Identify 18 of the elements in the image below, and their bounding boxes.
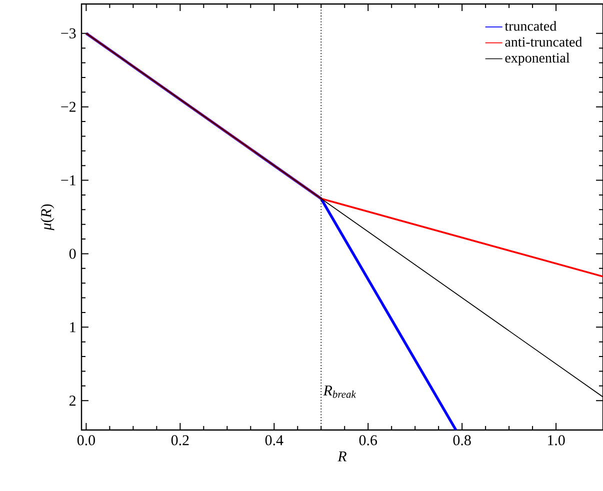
legend-label: exponential xyxy=(505,52,570,66)
x-tick-label: 0.2 xyxy=(171,435,189,446)
x-tick-label: 1.0 xyxy=(548,435,565,446)
y-tick-label: 0 xyxy=(69,248,76,259)
x-axis-title: R xyxy=(338,452,347,462)
legend-label: anti-truncated xyxy=(505,36,582,47)
y-tick-label: −2 xyxy=(61,102,76,112)
x-tick-label: 0.8 xyxy=(453,435,471,446)
ref-line-label: R$_{break}$ xyxy=(323,386,356,398)
y-tick-label: −1 xyxy=(61,175,76,186)
y-tick-label: 1 xyxy=(70,322,76,332)
y-tick-label: −3 xyxy=(61,28,76,38)
x-tick-label: 0.6 xyxy=(359,435,377,446)
x-tick-label: 0.4 xyxy=(265,435,284,446)
x-tick-label: 0.0 xyxy=(77,435,95,446)
y-axis-title: μ(R) xyxy=(40,204,54,230)
legend-label: truncated xyxy=(504,20,556,31)
y-tick-label: 2 xyxy=(70,396,76,406)
